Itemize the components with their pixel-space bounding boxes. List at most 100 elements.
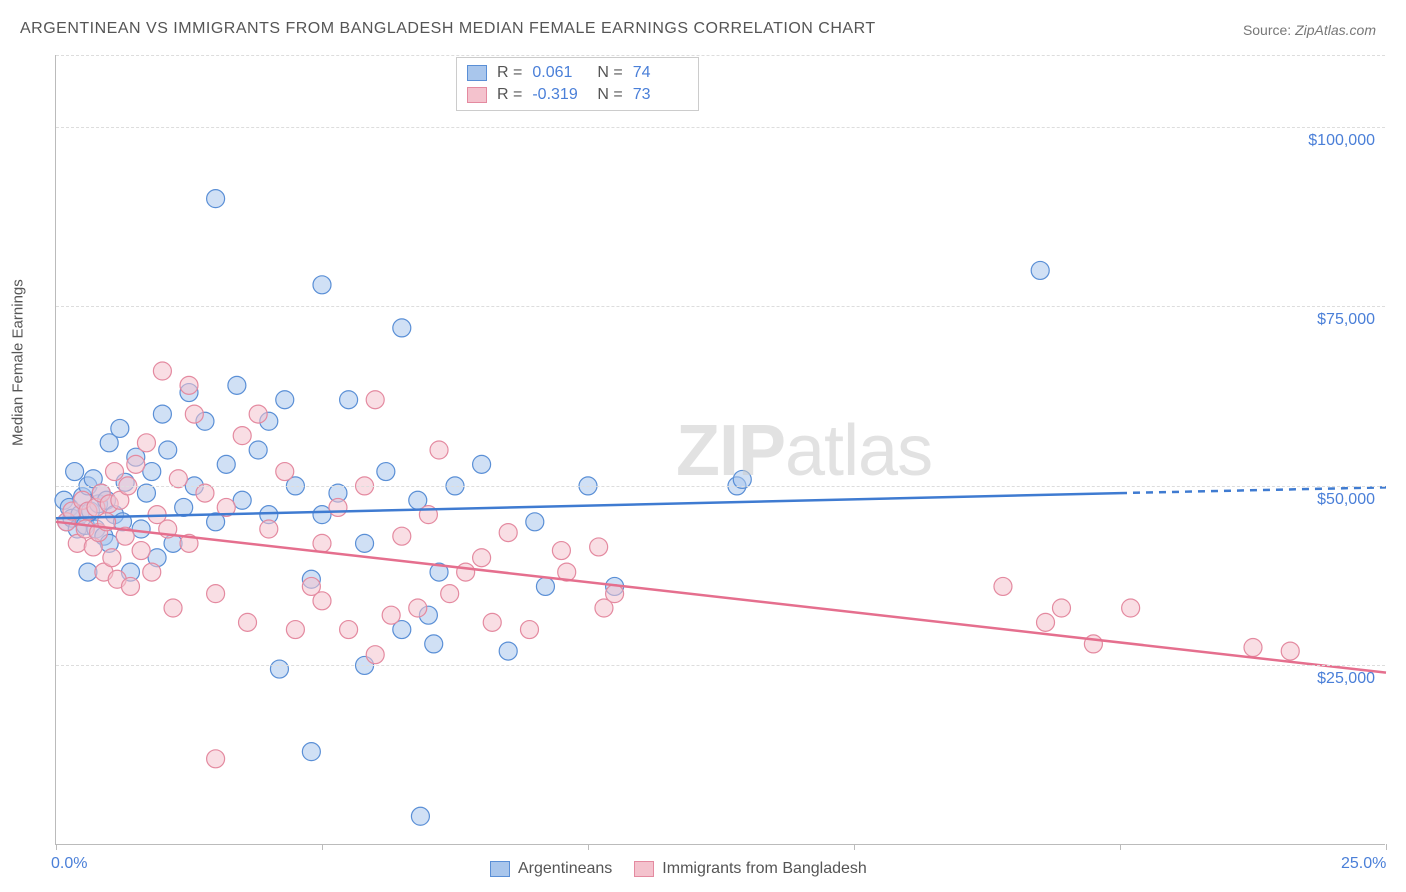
data-point bbox=[313, 506, 331, 524]
data-point bbox=[249, 405, 267, 423]
chart-svg bbox=[56, 55, 1385, 844]
gridline bbox=[56, 127, 1385, 128]
data-point bbox=[1244, 639, 1262, 657]
n-label: N = bbox=[597, 86, 622, 104]
data-point bbox=[159, 441, 177, 459]
data-point bbox=[473, 549, 491, 567]
data-point bbox=[239, 613, 257, 631]
data-point bbox=[217, 455, 235, 473]
y-tick-label: $50,000 bbox=[1317, 491, 1375, 509]
data-point bbox=[606, 585, 624, 603]
data-point bbox=[1122, 599, 1140, 617]
data-point bbox=[276, 391, 294, 409]
legend-row: R = 0.061 N = 74 bbox=[467, 62, 688, 84]
data-point bbox=[356, 534, 374, 552]
legend-label: Immigrants from Bangladesh bbox=[662, 860, 867, 878]
data-point bbox=[1281, 642, 1299, 660]
data-point bbox=[411, 807, 429, 825]
source-attribution: Source: ZipAtlas.com bbox=[1243, 22, 1376, 38]
data-point bbox=[249, 441, 267, 459]
x-tick-label: 25.0% bbox=[1341, 855, 1386, 873]
data-point bbox=[132, 520, 150, 538]
legend-swatch bbox=[467, 65, 487, 81]
data-point bbox=[207, 750, 225, 768]
r-value: -0.319 bbox=[532, 86, 587, 104]
data-point bbox=[106, 463, 124, 481]
data-point bbox=[132, 542, 150, 560]
data-point bbox=[382, 606, 400, 624]
data-point bbox=[425, 635, 443, 653]
data-point bbox=[1052, 599, 1070, 617]
legend-row: R = -0.319 N = 73 bbox=[467, 84, 688, 106]
data-point bbox=[409, 599, 427, 617]
data-point bbox=[153, 405, 171, 423]
data-point bbox=[175, 498, 193, 516]
data-point bbox=[233, 427, 251, 445]
data-point bbox=[164, 599, 182, 617]
data-point bbox=[340, 621, 358, 639]
x-tick bbox=[854, 844, 855, 850]
data-point bbox=[526, 513, 544, 531]
data-point bbox=[79, 563, 97, 581]
data-point bbox=[313, 276, 331, 294]
data-point bbox=[552, 542, 570, 560]
n-value: 74 bbox=[633, 64, 688, 82]
data-point bbox=[127, 455, 145, 473]
y-tick-label: $25,000 bbox=[1317, 670, 1375, 688]
trend-line bbox=[56, 493, 1120, 518]
data-point bbox=[329, 498, 347, 516]
data-point bbox=[143, 463, 161, 481]
x-tick bbox=[1386, 844, 1387, 850]
data-point bbox=[377, 463, 395, 481]
data-point bbox=[441, 585, 459, 603]
data-point bbox=[340, 391, 358, 409]
source-label: Source: bbox=[1243, 22, 1291, 38]
series-legend: Argentineans Immigrants from Bangladesh bbox=[490, 860, 867, 878]
data-point bbox=[457, 563, 475, 581]
legend-swatch bbox=[467, 87, 487, 103]
data-point bbox=[276, 463, 294, 481]
gridline bbox=[56, 665, 1385, 666]
legend-swatch bbox=[634, 861, 654, 877]
data-point bbox=[430, 441, 448, 459]
x-tick bbox=[322, 844, 323, 850]
data-point bbox=[366, 646, 384, 664]
x-tick bbox=[1120, 844, 1121, 850]
x-tick bbox=[56, 844, 57, 850]
correlation-legend: R = 0.061 N = 74 R = -0.319 N = 73 bbox=[456, 57, 699, 111]
y-axis-label: Median Female Earnings bbox=[10, 279, 27, 446]
data-point bbox=[270, 660, 288, 678]
plot-area: ZIPatlas R = 0.061 N = 74 R = -0.319 N =… bbox=[55, 55, 1385, 845]
data-point bbox=[153, 362, 171, 380]
data-point bbox=[286, 621, 304, 639]
data-point bbox=[66, 463, 84, 481]
source-value: ZipAtlas.com bbox=[1295, 22, 1376, 38]
data-point bbox=[302, 743, 320, 761]
data-point bbox=[473, 455, 491, 473]
gridline bbox=[56, 306, 1385, 307]
n-value: 73 bbox=[633, 86, 688, 104]
data-point bbox=[207, 585, 225, 603]
y-tick-label: $75,000 bbox=[1317, 311, 1375, 329]
data-point bbox=[143, 563, 161, 581]
data-point bbox=[313, 534, 331, 552]
chart-title: ARGENTINEAN VS IMMIGRANTS FROM BANGLADES… bbox=[20, 20, 876, 38]
data-point bbox=[536, 577, 554, 595]
data-point bbox=[137, 434, 155, 452]
data-point bbox=[994, 577, 1012, 595]
data-point bbox=[1037, 613, 1055, 631]
r-label: R = bbox=[497, 86, 522, 104]
legend-item: Argentineans bbox=[490, 860, 612, 878]
data-point bbox=[207, 190, 225, 208]
data-point bbox=[103, 549, 121, 567]
gridline bbox=[56, 486, 1385, 487]
data-point bbox=[313, 592, 331, 610]
data-point bbox=[393, 527, 411, 545]
legend-label: Argentineans bbox=[518, 860, 612, 878]
y-tick-label: $100,000 bbox=[1308, 132, 1375, 150]
data-point bbox=[393, 319, 411, 337]
legend-item: Immigrants from Bangladesh bbox=[634, 860, 867, 878]
data-point bbox=[260, 520, 278, 538]
data-point bbox=[228, 376, 246, 394]
x-tick bbox=[588, 844, 589, 850]
